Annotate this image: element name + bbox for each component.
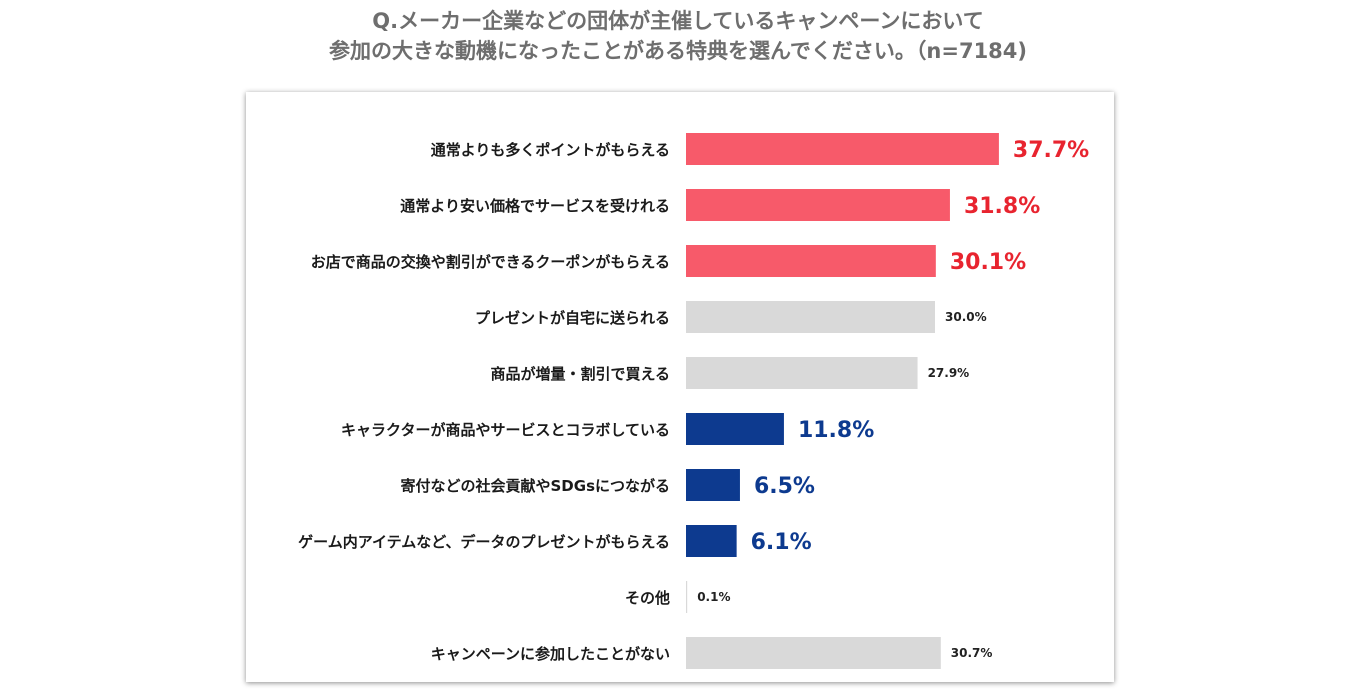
category-label: その他 <box>625 589 670 607</box>
value-label: 6.1% <box>751 530 812 555</box>
category-label: プレゼントが自宅に送られる <box>475 309 670 327</box>
value-label: 11.8% <box>798 418 874 443</box>
chart-panel: 通常よりも多くポイントがもらえる 37.7% 通常より安い価格でサービスを受けれる 3… <box>246 92 1114 682</box>
value-label: 30.1% <box>950 250 1026 275</box>
bar <box>686 413 784 445</box>
chart-title-line-1: Q.メーカー企業などの団体が主催しているキャンペーンにおいて <box>372 9 984 33</box>
value-label: 0.1% <box>697 590 730 604</box>
value-label: 37.7% <box>1013 138 1089 163</box>
bar <box>686 525 737 557</box>
value-label: 6.5% <box>754 474 815 499</box>
chart-title: Q.メーカー企業などの団体が主催しているキャンペーンにおいて 参加の大きな動機に… <box>0 6 1356 66</box>
value-label: 30.7% <box>951 646 993 660</box>
category-label: お店で商品の交換や割引ができるクーポンがもらえる <box>311 253 670 271</box>
chart-title-line-2: 参加の大きな動機になったことがある特典を選んでください。（n=7184) <box>328 39 1028 63</box>
category-label: 寄付などの社会貢献やSDGsにつながる <box>401 477 671 495</box>
value-label: 27.9% <box>928 366 970 380</box>
value-label: 30.0% <box>945 310 987 324</box>
bar <box>686 581 688 613</box>
category-label: キャンペーンに参加したことがない <box>431 645 670 663</box>
bar <box>686 133 999 165</box>
category-label: 通常よりも多くポイントがもらえる <box>431 141 670 159</box>
bar <box>686 301 935 333</box>
bar <box>686 245 936 277</box>
bar-chart: 通常よりも多くポイントがもらえる 37.7% 通常より安い価格でサービスを受けれる 3… <box>298 133 1089 669</box>
bar <box>686 189 950 221</box>
bar <box>686 469 740 501</box>
category-label: 通常より安い価格でサービスを受けれる <box>400 197 670 215</box>
category-label: 商品が増量・割引で買える <box>490 365 670 383</box>
category-label: キャラクターが商品やサービスとコラボしている <box>341 421 670 439</box>
bar <box>686 357 918 389</box>
bar <box>686 637 941 669</box>
category-label: ゲーム内アイテムなど、データのプレゼントがもらえる <box>298 533 670 551</box>
value-label: 31.8% <box>964 194 1040 219</box>
